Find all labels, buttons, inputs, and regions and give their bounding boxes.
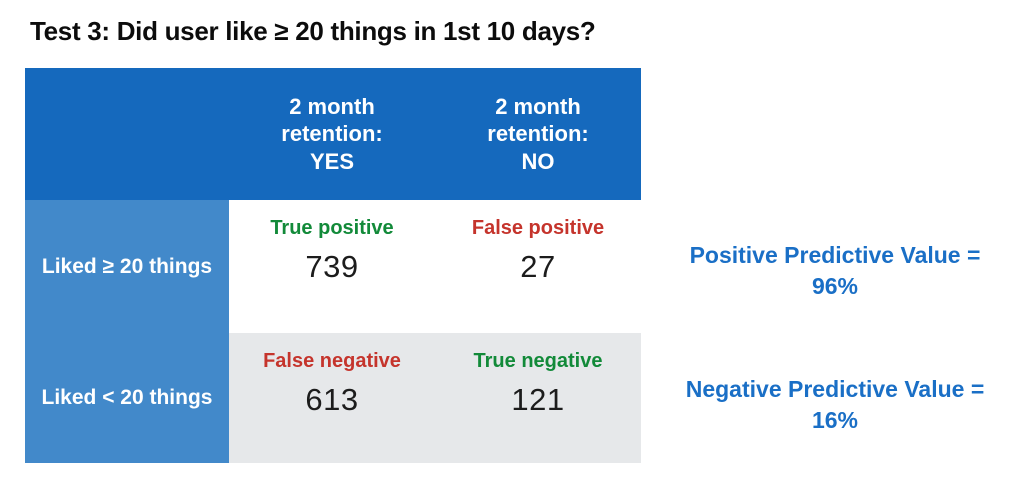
column-header-retention-yes: 2 month retention: YES xyxy=(229,68,435,200)
cell-true-positive: True positive 739 xyxy=(229,200,435,333)
true-negative-value: 121 xyxy=(511,382,565,417)
column-header-retention-no: 2 month retention: NO xyxy=(435,68,641,200)
npv-label: Negative Predictive Value = xyxy=(685,376,985,402)
false-positive-label: False positive xyxy=(471,217,605,239)
cell-false-positive: False positive 27 xyxy=(435,200,641,333)
true-positive-value: 739 xyxy=(305,249,359,284)
page-title: Test 3: Did user like ≥ 20 things in 1st… xyxy=(30,16,596,46)
confusion-matrix-table: 2 month retention: YES 2 month retention… xyxy=(25,68,641,463)
row-header-liked-lt-20: Liked < 20 things xyxy=(25,333,229,463)
false-negative-label: False negative xyxy=(263,350,401,372)
row-header-liked-ge-20: Liked ≥ 20 things xyxy=(25,200,229,333)
ppv-label: Positive Predictive Value = xyxy=(689,242,981,268)
header-corner-cell xyxy=(25,68,229,200)
positive-predictive-value-callout: Positive Predictive Value = 96% xyxy=(650,240,1020,302)
cell-true-negative: True negative 121 xyxy=(435,333,641,463)
cell-false-negative: False negative 613 xyxy=(229,333,435,463)
negative-predictive-value-callout: Negative Predictive Value = 16% xyxy=(650,374,1020,436)
npv-value: 16% xyxy=(811,407,859,434)
false-positive-value: 27 xyxy=(520,249,556,284)
true-positive-label: True positive xyxy=(270,217,394,239)
true-negative-label: True negative xyxy=(473,350,603,372)
false-negative-value: 613 xyxy=(305,382,359,417)
ppv-value: 96% xyxy=(811,273,859,300)
